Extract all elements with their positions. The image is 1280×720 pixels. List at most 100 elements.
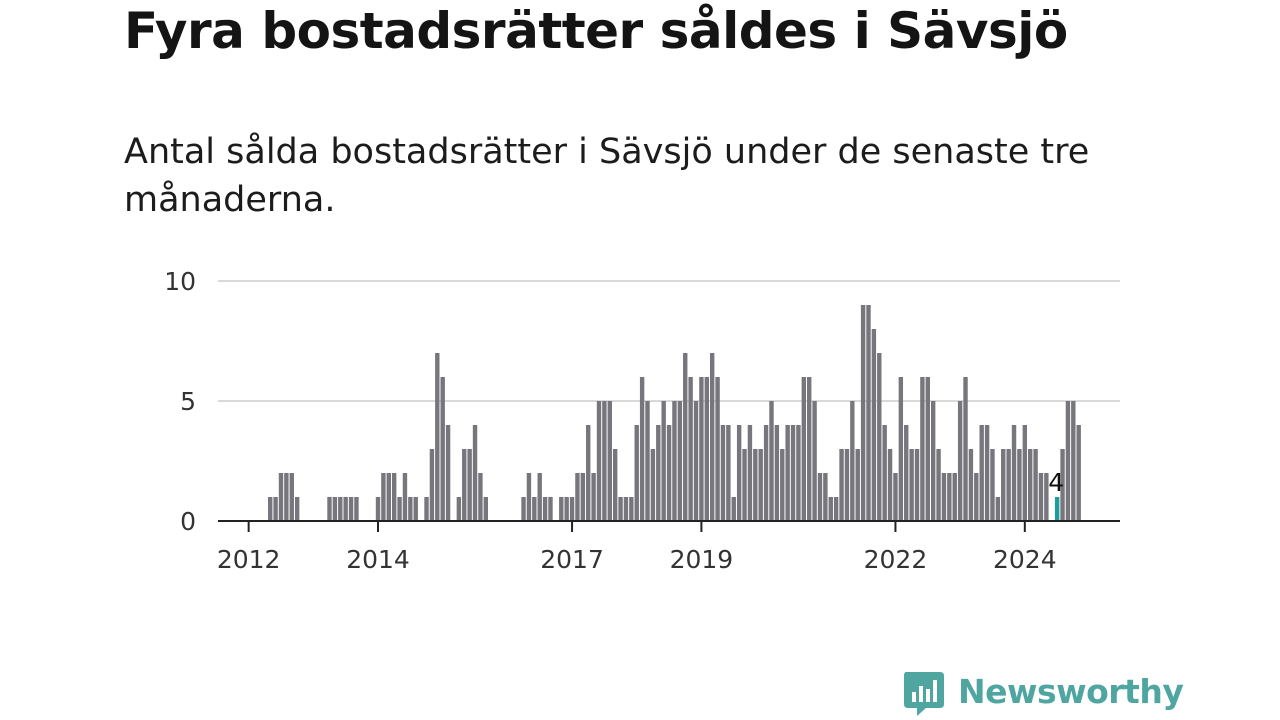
bar-2021-01 — [828, 497, 833, 521]
bar-2017-06 — [596, 401, 602, 521]
bar-undefined — [1071, 401, 1076, 521]
labels: 0 5 10 2012 2014 2017 2019 2022 2024 4 — [164, 267, 1064, 574]
bar-2020-08 — [801, 377, 807, 521]
bar-2017-01 — [569, 497, 575, 521]
bar-2018-09 — [677, 401, 683, 521]
bar-2015-09 — [483, 497, 489, 521]
bar-2017-08 — [607, 401, 612, 521]
bar-2024-02 — [1028, 449, 1033, 521]
bar-2023-11 — [1011, 425, 1017, 521]
bar-2022-12 — [952, 473, 957, 521]
bar-2018-01 — [634, 425, 639, 521]
bar-2023-01 — [957, 401, 963, 521]
bar-2012-08 — [284, 473, 289, 521]
bar-2016-12 — [564, 497, 569, 521]
bar-2014-03 — [386, 473, 391, 521]
bar-2014-06 — [402, 473, 408, 521]
bar-2017-05 — [591, 473, 596, 521]
bar-2014-10 — [424, 497, 429, 521]
bar-2017-10 — [618, 497, 623, 521]
bar-2020-09 — [807, 377, 812, 521]
bar-2014-02 — [381, 473, 386, 521]
bar-2024-03 — [1033, 449, 1038, 521]
bar-2015-05 — [462, 449, 467, 521]
bar-2023-12 — [1017, 449, 1022, 521]
bar-2018-02 — [639, 377, 645, 521]
bar-2015-06 — [467, 449, 472, 521]
bar-2017-03 — [580, 473, 586, 521]
x-tick-label: 2014 — [346, 545, 410, 574]
bar-2022-05 — [914, 449, 920, 521]
bar-2017-02 — [575, 473, 580, 521]
bar-2023-09 — [1001, 449, 1006, 521]
bar-2019-11 — [753, 449, 758, 521]
bar-2012-05 — [268, 497, 273, 521]
bar-2021-09 — [871, 329, 877, 521]
bar-2017-04 — [586, 425, 591, 521]
bar-2021-02 — [833, 497, 839, 521]
bar-2018-06 — [661, 401, 666, 521]
bar-undefined — [1076, 425, 1081, 521]
bar-2016-08 — [542, 497, 548, 521]
bar-2020-01 — [763, 425, 769, 521]
bar-2022-09 — [936, 449, 941, 521]
bar-2023-10 — [1006, 449, 1011, 521]
chart-title: Fyra bostadsrätter såldes i Sävsjö — [124, 2, 1068, 60]
y-tick-label: 5 — [180, 387, 196, 416]
bar-2018-12 — [693, 401, 699, 521]
bar-2014-04 — [391, 473, 397, 521]
bar-2024-05 — [1044, 473, 1049, 521]
x-tick-label: 2024 — [993, 545, 1057, 574]
bar-2019-09 — [742, 449, 747, 521]
bar-2013-07 — [343, 497, 348, 521]
bar-2024-01 — [1022, 425, 1028, 521]
bar-2023-03 — [968, 449, 974, 521]
bar-2014-12 — [435, 353, 440, 521]
bar-2019-10 — [747, 425, 753, 521]
bar-2016-05 — [526, 473, 532, 521]
bar-2020-10 — [812, 401, 817, 521]
bar-2019-02 — [704, 377, 709, 521]
bar-2022-06 — [920, 377, 925, 521]
bar-2021-11 — [882, 425, 887, 521]
bar-2014-11 — [429, 449, 435, 521]
bar-2015-01 — [440, 377, 445, 521]
bar-2022-03 — [904, 425, 909, 521]
bar-2020-05 — [785, 425, 790, 521]
bar-2024-07 — [1054, 497, 1060, 521]
bar-2012-06 — [273, 497, 278, 521]
bar-2022-11 — [947, 473, 952, 521]
bar-2018-10 — [683, 353, 688, 521]
bar-2020-03 — [774, 425, 780, 521]
bar-2018-05 — [656, 425, 661, 521]
bar-2016-09 — [548, 497, 553, 521]
x-axis — [218, 520, 1120, 532]
bar-2019-04 — [715, 377, 720, 521]
bar-2023-02 — [963, 377, 968, 521]
bar-2015-02 — [445, 425, 451, 521]
bar-2023-07 — [990, 449, 995, 521]
y-tick-label: 10 — [164, 267, 196, 296]
x-tick-label: 2017 — [540, 545, 604, 574]
bar-2018-08 — [672, 401, 677, 521]
bar-2013-08 — [348, 497, 354, 521]
bar-2021-04 — [844, 449, 850, 521]
bar-2023-04 — [974, 473, 979, 521]
bar-2019-06 — [726, 425, 731, 521]
x-tick-label: 2022 — [864, 545, 928, 574]
bar-2015-08 — [478, 473, 483, 521]
x-tick-label: 2019 — [670, 545, 734, 574]
bar-2021-03 — [839, 449, 844, 521]
bar-2019-03 — [709, 353, 715, 521]
bar-2020-04 — [780, 449, 785, 521]
logo-text: Newsworthy — [958, 672, 1184, 711]
bar-2014-01 — [375, 497, 381, 521]
x-tick-label: 2012 — [217, 545, 281, 574]
bar-2017-11 — [623, 497, 629, 521]
bar-2023-05 — [979, 425, 984, 521]
bar-2021-07 — [860, 305, 866, 521]
bar-2022-08 — [930, 401, 936, 521]
bar-2016-11 — [559, 497, 564, 521]
bar-2021-10 — [877, 353, 882, 521]
